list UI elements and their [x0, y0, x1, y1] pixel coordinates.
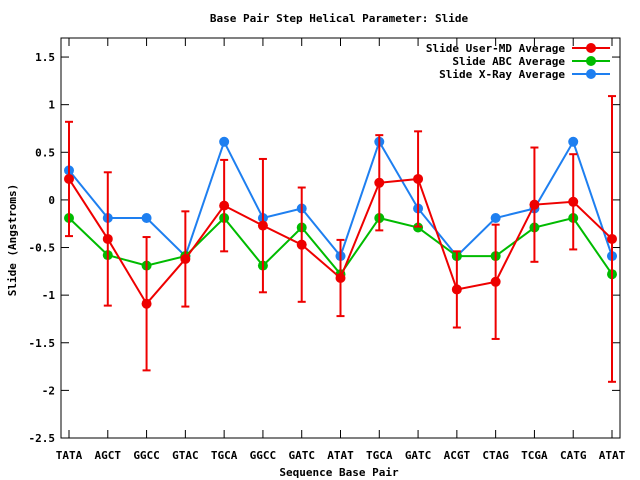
y-tick-label: -2.5: [29, 432, 56, 445]
x-tick-label: GATC: [288, 449, 315, 462]
data-point: [607, 233, 617, 244]
x-tick-label: ATAT: [327, 449, 354, 462]
x-tick-label: ATAT: [599, 449, 626, 462]
y-tick-label: -1: [42, 289, 56, 302]
data-point: [451, 284, 462, 295]
data-point: [296, 239, 307, 250]
data-point: [374, 177, 385, 188]
data-point: [413, 173, 424, 184]
y-tick-label: 1.5: [35, 51, 55, 64]
data-point: [568, 136, 579, 147]
x-tick-label: GTAC: [172, 449, 199, 462]
legend-item-1: Slide ABC Average: [452, 55, 610, 68]
y-axis-label: Slide (Angstroms): [6, 184, 19, 297]
chart-title: Base Pair Step Helical Parameter: Slide: [210, 12, 469, 25]
legend-label: Slide ABC Average: [452, 55, 565, 68]
x-tick-label: ACGT: [444, 449, 471, 462]
x-tick-label: CATG: [560, 449, 587, 462]
legend-marker: [586, 56, 596, 66]
data-point: [180, 253, 191, 264]
data-point: [335, 273, 346, 283]
data-point: [141, 298, 152, 309]
y-tick-label: -2: [42, 384, 55, 397]
x-tick-label: TGCA: [366, 449, 393, 462]
x-tick-label: TGCA: [211, 449, 238, 462]
legend-label: Slide X-Ray Average: [439, 68, 565, 81]
legend-item-2: Slide X-Ray Average: [439, 68, 610, 81]
legend-marker: [586, 69, 596, 79]
data-point: [568, 196, 579, 207]
legend-item-0: Slide User-MD Average: [426, 42, 610, 55]
data-point: [490, 276, 501, 287]
x-tick-label: AGCT: [95, 449, 122, 462]
y-tick-label: 0.5: [35, 146, 55, 159]
data-point: [219, 136, 230, 147]
data-point: [219, 200, 230, 211]
x-tick-label: CTAG: [482, 449, 509, 462]
x-tick-label: TCGA: [521, 449, 548, 462]
data-point: [64, 173, 74, 184]
data-point: [490, 213, 501, 223]
legend-label: Slide User-MD Average: [426, 42, 565, 55]
y-tick-label: -1.5: [29, 337, 56, 350]
x-tick-label: GGCC: [250, 449, 277, 462]
data-point: [102, 233, 113, 244]
y-tick-label: 1: [48, 99, 55, 112]
x-tick-label: GATC: [405, 449, 432, 462]
y-tick-label: 0: [48, 194, 55, 207]
series-0: [64, 95, 617, 383]
legend-marker: [586, 43, 596, 53]
x-tick-label: GGCC: [133, 449, 160, 462]
x-axis-label: Sequence Base Pair: [279, 466, 399, 479]
y-tick-label: -0.5: [29, 242, 56, 255]
data-point: [529, 199, 540, 210]
data-point: [257, 220, 268, 231]
x-tick-label: TATA: [56, 449, 83, 462]
data-point: [141, 213, 152, 223]
